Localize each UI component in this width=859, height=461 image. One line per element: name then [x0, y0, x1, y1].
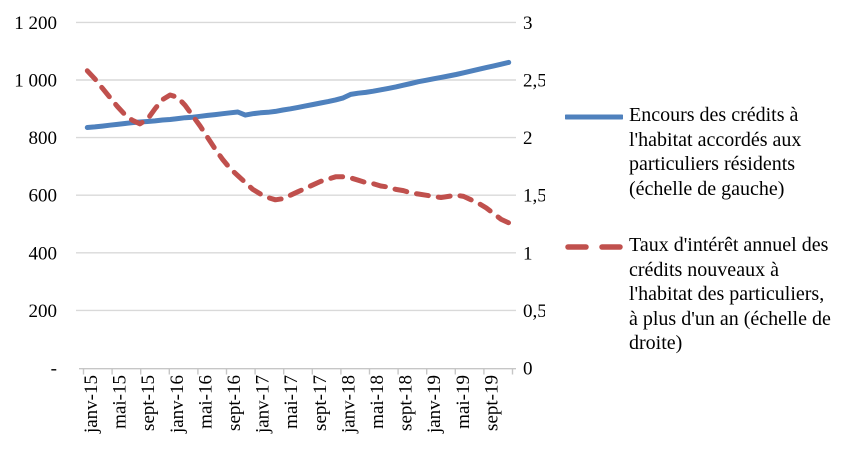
- x-axis-label: sept-18: [396, 375, 417, 431]
- right-axis-label: 2: [523, 128, 533, 149]
- x-axis-label: mai-19: [453, 375, 474, 429]
- legend-label-taux: Taux d'intérêt annuel des crédits nouvea…: [629, 234, 831, 354]
- right-axis-label: 3: [523, 13, 533, 34]
- x-axis-label: janv-17: [253, 375, 274, 434]
- x-axis-label: sept-19: [481, 375, 502, 431]
- left-axis-label: 1 200: [14, 13, 57, 34]
- x-axis-label: janv-15: [81, 375, 102, 434]
- x-axis-label: mai-16: [195, 375, 216, 429]
- chart-canvas: - 200 400 600 800 1 000 1 200 0 0,5 1 1,5 2 2,5 3 janv…: [14, 13, 547, 434]
- x-axis-label: sept-16: [224, 375, 245, 431]
- left-axis-label: 1 000: [14, 71, 57, 92]
- legend-item-encours: Encours des crédits à l'habitat accordés…: [565, 103, 801, 201]
- blue-line-swatch-icon: [565, 114, 623, 120]
- right-axis-label: 2,5: [523, 71, 545, 92]
- x-axis-label: sept-15: [138, 375, 159, 431]
- chart-legend: Encours des crédits à l'habitat accordés…: [565, 0, 859, 456]
- x-axis-label: mai-15: [110, 375, 131, 429]
- right-axis-label: 1,5: [523, 186, 545, 207]
- left-axis-label: 600: [29, 186, 58, 207]
- left-axis-label: 400: [29, 243, 58, 264]
- left-axis-label: 800: [29, 128, 58, 149]
- right-axis-label: 0: [523, 359, 533, 380]
- x-axis-label: janv-16: [167, 375, 188, 434]
- left-axis-label: 200: [29, 301, 58, 322]
- x-axis-label: janv-19: [424, 375, 445, 434]
- x-axis-label: sept-17: [310, 375, 331, 431]
- right-axis-label: 0,5: [523, 301, 545, 322]
- x-axis-label: mai-17: [281, 375, 302, 429]
- x-axis-label: mai-18: [367, 375, 388, 429]
- red-dashed-swatch-icon: [565, 244, 623, 250]
- left-axis-label: -: [51, 359, 57, 380]
- chart-area: - 200 400 600 800 1 000 1 200 0 0,5 1 1,5 2 2,5 3 janv…: [14, 13, 547, 434]
- encours-line-series: [84, 59, 512, 130]
- legend-label-encours: Encours des crédits à l'habitat accordés…: [629, 104, 802, 200]
- legend-item-taux: Taux d'intérêt annuel des crédits nouvea…: [565, 233, 831, 356]
- x-axis-label: janv-18: [338, 375, 359, 434]
- taux-line-series: [84, 68, 512, 226]
- right-axis-label: 1: [523, 243, 533, 264]
